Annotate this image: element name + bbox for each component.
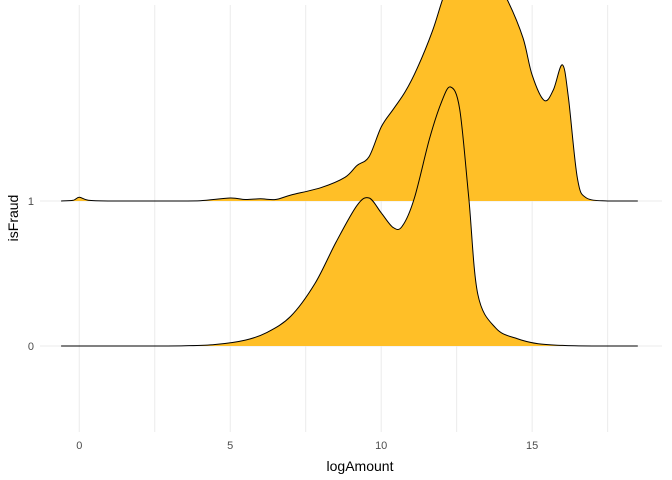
ridge-fill-1 (61, 0, 638, 201)
y-tick-label: 1 (28, 196, 34, 208)
y-axis-tick-labels: 01 (28, 196, 34, 353)
x-axis-title: logAmount (327, 458, 394, 474)
x-tick-label: 0 (76, 440, 82, 452)
y-axis-title: isFraud (5, 195, 21, 242)
ridge-line-1 (61, 0, 638, 202)
x-tick-label: 15 (526, 440, 538, 452)
ridge-fill-0 (61, 86, 638, 346)
y-tick-label: 0 (28, 341, 34, 353)
x-axis-tick-labels: 0 5 10 15 (76, 440, 538, 452)
x-tick-label: 10 (375, 440, 387, 452)
x-tick-label: 5 (227, 440, 233, 452)
density-ridges (61, 0, 638, 347)
ridge-line-0 (61, 86, 638, 347)
